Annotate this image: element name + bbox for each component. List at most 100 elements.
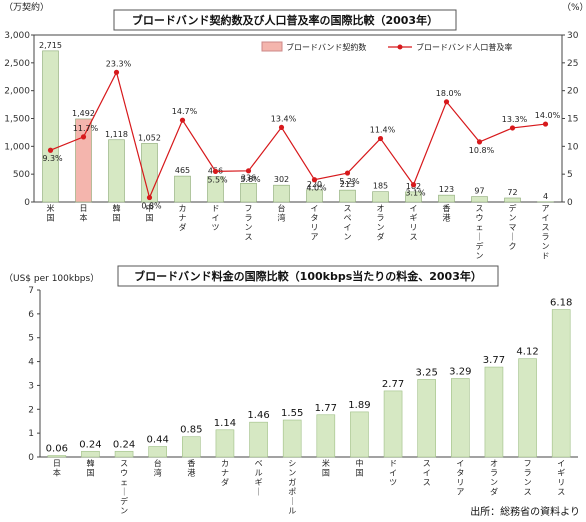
- chart2-category-label: イタリア: [456, 459, 464, 497]
- chart1-bar-label: 213: [340, 180, 355, 189]
- chart1-ytick-left: 2,500: [4, 59, 30, 69]
- chart2-category-label: オランダ: [490, 459, 498, 497]
- chart1-bar-label: 465: [175, 166, 190, 175]
- chart1-category-label: 米国: [47, 203, 55, 223]
- chart1-rate-point: [443, 99, 450, 105]
- chart1-rate-point: [212, 168, 219, 174]
- chart2-ytick: 3: [28, 381, 34, 391]
- chart2-ytick: 1: [28, 429, 34, 439]
- chart1-bar-label: 1,052: [138, 133, 161, 142]
- chart1-bar: [438, 194, 455, 203]
- chart2-bar: [484, 366, 504, 458]
- chart2-ytick: 0: [28, 453, 34, 463]
- chart1-rate-point: [509, 125, 516, 131]
- chart1-bar-label: 302: [274, 175, 289, 184]
- chart1-rate-point: [410, 182, 417, 188]
- chart1-bar: [306, 189, 323, 203]
- chart2-category-label: ベルギ｜: [255, 459, 263, 497]
- chart2-category-label: スイス: [423, 459, 431, 487]
- chart1-category-label: 中国: [146, 203, 154, 223]
- chart1-rate-label: 18.0%: [436, 89, 462, 98]
- chart2-category-label: 台湾: [154, 458, 162, 478]
- chart2-category-label: 韓国: [86, 458, 94, 478]
- chart2-bar: [383, 390, 403, 458]
- chart1-legend: ブロードバンド契約数 ブロードバンド人口普及率: [261, 41, 512, 52]
- chart2-category-label: 日本: [53, 459, 61, 478]
- chart2-bar-label: 6.18: [550, 298, 572, 309]
- chart1-rate-point: [542, 121, 549, 127]
- chart1-rate-label: 23.3%: [106, 59, 132, 68]
- chart1-bar: [174, 175, 191, 203]
- chart1-bar-label: 97: [474, 187, 484, 196]
- chart1-bar-label: 2,715: [39, 41, 62, 50]
- chart2-category-label: スウェ｜デン: [120, 459, 128, 516]
- chart1-bar-label: 336: [241, 173, 256, 182]
- chart1-ytick-left: 0: [24, 198, 30, 208]
- chart1-category-label: 日本: [80, 204, 88, 223]
- chart2-title: ブロードバンド料金の国際比較（100kbps当たりの料金、2003年）: [134, 269, 482, 283]
- chart1-rate-point: [47, 147, 54, 153]
- chart1-category-label: イギリス: [410, 204, 418, 242]
- chart1-rate-point: [146, 194, 153, 201]
- chart1-category-label: スペイン: [344, 204, 352, 242]
- chart1-category-label: 香港: [443, 203, 451, 223]
- chart2-bar: [350, 411, 369, 458]
- chart2-bar-label: 1.89: [348, 400, 370, 411]
- chart1-bar-label: 1,118: [105, 130, 128, 139]
- legend-bar-label: ブロードバンド契約数: [286, 42, 366, 52]
- chart1-bar-label: 123: [439, 185, 454, 194]
- chart1-bar: [42, 50, 59, 203]
- chart2-bar: [47, 455, 67, 458]
- chart1-category-label: イタリア: [311, 204, 319, 242]
- chart1-ytick-left: 1,500: [4, 115, 30, 125]
- chart1-category-label: 韓国: [113, 203, 121, 223]
- chart1-bar: [372, 191, 389, 203]
- chart1-bar: [405, 191, 422, 203]
- chart1-bar: [273, 184, 290, 203]
- chart2-ytick: 4: [28, 358, 34, 368]
- chart1-rate-point: [476, 139, 483, 145]
- chart1-bar: [207, 176, 224, 203]
- chart1-rate-label: 5.6%: [240, 175, 261, 184]
- chart2-bar: [417, 379, 436, 458]
- chart1-ytick-right: 30: [567, 31, 579, 41]
- chart2-ytick: 5: [28, 334, 34, 344]
- chart2-ytick: 7: [28, 286, 34, 296]
- chart1-bar-label: 220: [307, 180, 322, 189]
- chart1-ytick-right: 0: [567, 198, 573, 208]
- chart1-rate-label: 13.3%: [502, 115, 528, 124]
- chart1-rate-label: 5.2%: [339, 177, 360, 186]
- chart1-bar: [471, 196, 488, 203]
- chart1-bar-label: 1,492: [72, 109, 95, 118]
- chart2-bar-label: 3.29: [449, 367, 471, 378]
- chart1-plot: 0 500 1,000 1,500 2,000 2,500 3,000 0 5 10 15 20 25 3…: [4, 31, 578, 261]
- chart2-bar-label: 1.14: [214, 418, 236, 429]
- chart1-bar-label: 185: [373, 182, 388, 191]
- chart1-ytick-left: 500: [13, 170, 30, 180]
- chart1-rate-point: [311, 177, 318, 183]
- chart2-category-label: ドイツ: [389, 459, 397, 487]
- chart1-ytick-right: 15: [567, 115, 578, 125]
- chart2-bar-label: 4.12: [516, 347, 538, 358]
- chart2-category-label: イギリス: [557, 459, 565, 497]
- chart1-rate-point: [80, 134, 87, 140]
- chart1-bar: [75, 118, 92, 203]
- chart2-bar-label: 3.25: [416, 367, 438, 378]
- chart2-title-box: [117, 265, 499, 287]
- chart1-category-label: ドイツ: [212, 204, 220, 232]
- chart2-bar: [316, 414, 336, 458]
- chart2-plot: 0 1 2 3 4 5 6 7 0.06 日本 0.24 韓国 0.24 スウェ｜デン 0.44 台湾 0.85…: [28, 286, 578, 516]
- chart1-bar-label: 72: [507, 188, 517, 197]
- chart1-rate-label: 0.8%: [141, 202, 162, 211]
- chart2-category-label: フランス: [524, 459, 532, 497]
- chart2-bar-label: 2.77: [382, 379, 404, 390]
- chart1-rate-label: 13.4%: [271, 114, 297, 123]
- chart1-title-box: [113, 9, 457, 31]
- chart2-ylabel: （US$ per 100kbps）: [4, 273, 99, 284]
- chart1-title: ブロードバンド契約数及び人口普及率の国際比較（2003年）: [132, 13, 438, 27]
- chart2-category-label: シンガポ｜ル: [288, 459, 296, 516]
- chart1-rate-label: 4.0%: [306, 184, 327, 193]
- chart1-ytick-right: 25: [567, 59, 578, 69]
- chart2-category-label: 米国: [322, 458, 330, 478]
- chart2-bar-label: 1.77: [315, 403, 337, 414]
